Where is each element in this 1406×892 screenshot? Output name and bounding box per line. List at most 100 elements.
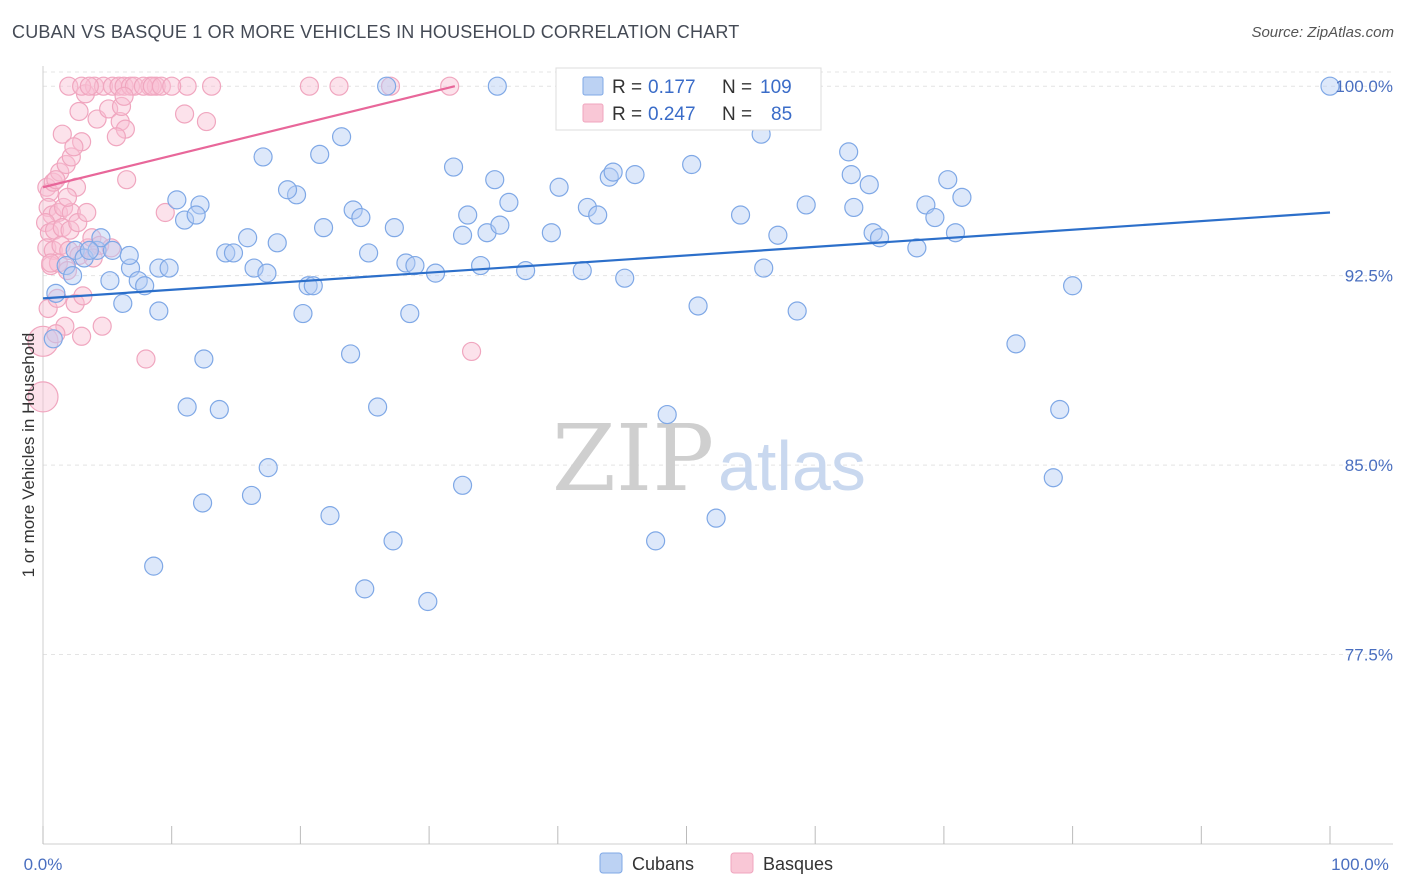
- basques-point[interactable]: [155, 202, 175, 223]
- cubans-point[interactable]: [128, 271, 148, 291]
- basques-point[interactable]: [196, 111, 217, 132]
- cubans-point[interactable]: [1043, 468, 1063, 488]
- cubans-point[interactable]: [91, 228, 111, 248]
- cubans-point[interactable]: [646, 531, 666, 551]
- cubans-point[interactable]: [253, 147, 273, 167]
- cubans-point[interactable]: [87, 240, 107, 260]
- basques-point[interactable]: [174, 104, 195, 124]
- cubans-point[interactable]: [952, 187, 972, 207]
- cubans-point[interactable]: [844, 197, 864, 218]
- basques-point[interactable]: [52, 124, 72, 144]
- basques-point[interactable]: [46, 324, 66, 344]
- cubans-point[interactable]: [56, 255, 76, 276]
- basques-point[interactable]: [114, 86, 134, 106]
- basques-point[interactable]: [117, 170, 137, 190]
- cubans-point[interactable]: [286, 185, 307, 205]
- cubans-point[interactable]: [63, 266, 83, 286]
- cubans-point[interactable]: [113, 293, 133, 314]
- cubans-point[interactable]: [174, 210, 195, 230]
- cubans-point[interactable]: [209, 399, 229, 420]
- basques-point[interactable]: [59, 240, 79, 260]
- cubans-point[interactable]: [485, 170, 505, 190]
- cubans-point[interactable]: [925, 207, 945, 228]
- cubans-point[interactable]: [223, 243, 244, 263]
- cubans-point[interactable]: [615, 268, 635, 288]
- cubans-point[interactable]: [359, 243, 379, 263]
- cubans-point[interactable]: [149, 301, 169, 321]
- cubans-point[interactable]: [796, 195, 816, 215]
- series-legend-swatch-basques[interactable]: [730, 852, 754, 874]
- cubans-point[interactable]: [443, 157, 464, 177]
- cubans-point[interactable]: [149, 258, 169, 278]
- basques-point[interactable]: [162, 76, 182, 96]
- basques-point[interactable]: [69, 101, 89, 122]
- basques-point[interactable]: [27, 381, 59, 413]
- basques-point[interactable]: [41, 253, 61, 273]
- cubans-point[interactable]: [516, 261, 536, 281]
- cubans-point[interactable]: [277, 180, 298, 200]
- cubans-point[interactable]: [177, 397, 197, 417]
- cubans-point[interactable]: [267, 233, 287, 253]
- basques-point[interactable]: [72, 326, 92, 346]
- cubans-point[interactable]: [102, 240, 123, 260]
- cubans-point[interactable]: [657, 404, 677, 425]
- cubans-point[interactable]: [190, 195, 210, 215]
- cubans-point[interactable]: [625, 165, 645, 185]
- cubans-point[interactable]: [167, 190, 187, 210]
- cubans-point[interactable]: [470, 255, 491, 276]
- basques-point[interactable]: [440, 76, 460, 96]
- cubans-point[interactable]: [400, 303, 420, 324]
- cubans-point[interactable]: [384, 218, 404, 238]
- cubans-point[interactable]: [79, 240, 99, 260]
- cubans-point[interactable]: [340, 344, 361, 364]
- basques-point[interactable]: [60, 220, 80, 240]
- cubans-point[interactable]: [787, 301, 807, 321]
- basques-point[interactable]: [177, 76, 197, 96]
- cubans-point[interactable]: [368, 397, 388, 417]
- basques-point[interactable]: [114, 76, 134, 96]
- basques-point[interactable]: [27, 325, 59, 357]
- cubans-point[interactable]: [682, 154, 702, 175]
- source-label[interactable]: Source: ZipAtlas.com: [1251, 24, 1394, 41]
- cubans-point[interactable]: [186, 205, 206, 225]
- basques-point[interactable]: [90, 235, 110, 255]
- cubans-point[interactable]: [458, 205, 478, 225]
- series-legend-label-basques[interactable]: Basques: [763, 854, 833, 874]
- cubans-point[interactable]: [754, 258, 774, 278]
- cubans-point[interactable]: [452, 225, 473, 245]
- cubans-point[interactable]: [577, 197, 598, 218]
- cubans-point[interactable]: [730, 205, 751, 225]
- cubans-point[interactable]: [1006, 334, 1026, 354]
- basques-point[interactable]: [109, 76, 129, 96]
- cubans-point[interactable]: [1050, 399, 1070, 420]
- cubans-point[interactable]: [603, 162, 623, 182]
- basques-point[interactable]: [65, 293, 85, 314]
- cubans-point[interactable]: [841, 165, 861, 185]
- basques-point[interactable]: [151, 76, 172, 96]
- cubans-point[interactable]: [588, 205, 608, 225]
- cubans-point[interactable]: [688, 296, 708, 316]
- cubans-point[interactable]: [238, 228, 258, 248]
- cubans-point[interactable]: [938, 170, 958, 190]
- cubans-point[interactable]: [46, 283, 66, 303]
- cubans-point[interactable]: [159, 258, 179, 278]
- basques-point[interactable]: [461, 341, 482, 362]
- series-legend-swatch-cubans[interactable]: [599, 852, 623, 874]
- cubans-point[interactable]: [452, 475, 473, 495]
- cubans-point[interactable]: [241, 485, 262, 506]
- cubans-point[interactable]: [1320, 76, 1340, 96]
- cubans-point[interactable]: [418, 591, 438, 612]
- cubans-point[interactable]: [257, 263, 277, 283]
- cubans-point[interactable]: [572, 261, 592, 281]
- cubans-point[interactable]: [768, 225, 788, 245]
- cubans-point[interactable]: [863, 223, 883, 243]
- cubans-point[interactable]: [192, 493, 213, 513]
- basques-point[interactable]: [201, 76, 222, 96]
- basques-point[interactable]: [77, 202, 97, 223]
- basques-point[interactable]: [329, 76, 349, 96]
- basques-point[interactable]: [92, 316, 112, 336]
- basques-point[interactable]: [299, 76, 320, 96]
- cubans-point[interactable]: [541, 223, 561, 243]
- cubans-point[interactable]: [331, 127, 352, 147]
- cubans-point[interactable]: [119, 245, 139, 266]
